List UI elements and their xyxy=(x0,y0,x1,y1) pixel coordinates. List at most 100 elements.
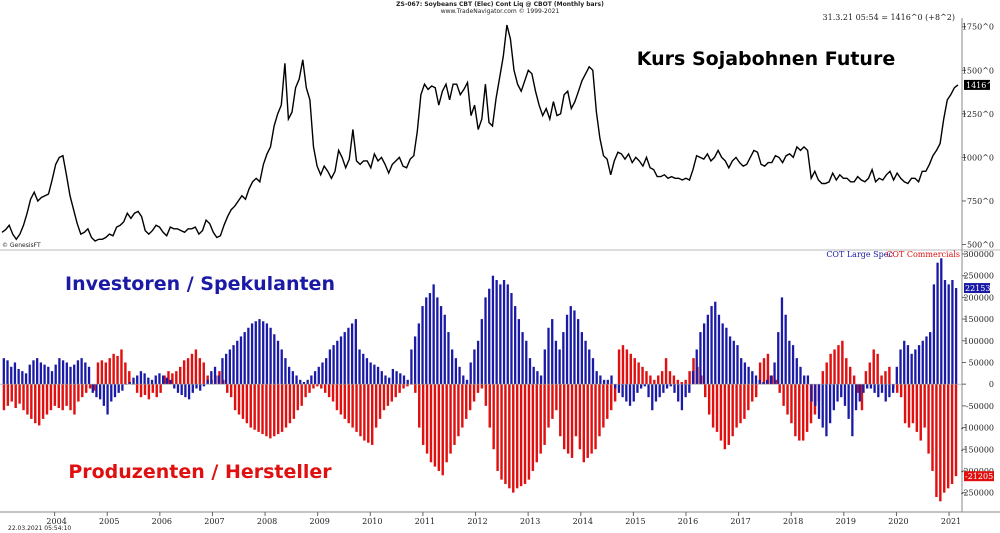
commercials-bar xyxy=(939,384,942,502)
price-chart-title: Kurs Sojabohnen Future xyxy=(637,48,895,70)
commercials-bar xyxy=(531,384,535,471)
commercials-bar xyxy=(2,384,6,411)
commercials-bar xyxy=(386,384,390,406)
cot-y-tick-label: 0 xyxy=(989,380,994,389)
commercials-bar xyxy=(124,362,127,385)
commercials-bar xyxy=(723,384,727,450)
commercials-bar xyxy=(519,384,523,487)
commercials-bar xyxy=(496,384,499,471)
commercials-bar xyxy=(680,382,683,385)
commercials-bar xyxy=(660,371,664,385)
large-spec-bar xyxy=(732,340,735,385)
large-spec-bar xyxy=(417,323,420,385)
large-spec-bar xyxy=(399,373,402,385)
commercials-bar xyxy=(437,384,441,471)
commercials-bar xyxy=(645,371,648,385)
commercials-bar xyxy=(194,349,198,385)
price-y-tick-label: 500^0 xyxy=(967,241,994,250)
commercials-bar xyxy=(233,384,237,411)
large-spec-bar xyxy=(773,362,776,385)
genesis-credit: © GenesisFT xyxy=(2,242,41,249)
large-spec-bar xyxy=(565,314,569,385)
commercials-bar xyxy=(96,362,100,385)
large-spec-bar xyxy=(502,280,506,385)
large-spec-bar xyxy=(287,366,291,385)
large-spec-bar xyxy=(547,327,550,385)
large-spec-bar xyxy=(391,368,395,385)
large-spec-bar xyxy=(180,384,183,396)
commercials-bar xyxy=(249,384,252,428)
large-spec-bar xyxy=(528,358,532,385)
commercials-bar xyxy=(18,384,21,404)
commercials-bar xyxy=(45,384,49,415)
large-spec-bar xyxy=(725,327,728,385)
large-spec-bar xyxy=(910,353,913,385)
commercials-bar xyxy=(598,384,601,437)
large-spec-bar xyxy=(899,349,902,385)
cot-y-tick-label: -150000 xyxy=(961,445,994,454)
large-spec-bar xyxy=(162,375,165,385)
commercials-bar xyxy=(758,362,762,385)
commercials-bar xyxy=(135,384,139,393)
commercials-bar xyxy=(872,349,875,385)
large-spec-bar xyxy=(577,319,580,385)
commercials-bar xyxy=(586,384,589,458)
legend-commercials: COT Commercials xyxy=(886,250,960,259)
large-spec-bar xyxy=(465,379,469,385)
large-spec-bar xyxy=(50,371,54,385)
commercials-bar xyxy=(617,349,621,385)
commercials-bar xyxy=(26,384,29,415)
large-spec-bar xyxy=(847,384,850,419)
large-spec-bar xyxy=(840,384,843,398)
commercials-bar xyxy=(633,358,636,385)
commercials-bar xyxy=(163,375,166,385)
commercials-bar xyxy=(237,384,241,415)
large-spec-bar xyxy=(388,377,391,385)
large-spec-bar xyxy=(6,360,9,385)
large-spec-bar xyxy=(669,384,672,387)
large-spec-bar xyxy=(54,364,57,385)
commercials-bar xyxy=(316,384,319,387)
commercials-bar xyxy=(433,384,437,467)
commercials-bar xyxy=(284,384,288,428)
commercials-bar xyxy=(288,384,292,424)
large-spec-bar xyxy=(402,375,406,385)
large-spec-bar xyxy=(903,340,906,385)
footer-timestamp: 22.03.2021 05:54:10 xyxy=(8,525,71,532)
commercials-bar xyxy=(715,384,719,432)
large-spec-bar xyxy=(554,340,558,385)
large-spec-bar xyxy=(595,371,598,385)
commercials-bar xyxy=(241,384,245,419)
commercials-bar xyxy=(762,358,766,385)
large-spec-bar xyxy=(791,345,795,385)
commercials-bar xyxy=(688,371,691,385)
large-spec-bar xyxy=(895,366,898,385)
large-spec-bar xyxy=(702,323,706,385)
commercials-bar xyxy=(809,384,813,424)
commercials-bar xyxy=(320,384,323,389)
commercials-bar xyxy=(374,384,378,428)
commercials-bar xyxy=(484,384,488,406)
large-spec-bar xyxy=(640,384,643,389)
cot-y-tick-label: 250000 xyxy=(963,272,994,281)
large-spec-bar xyxy=(128,382,131,385)
commercials-bar xyxy=(461,384,464,428)
large-spec-bar xyxy=(891,384,895,393)
commercials-bar xyxy=(273,384,276,437)
large-spec-bar xyxy=(451,349,454,385)
commercials-bar xyxy=(359,384,362,437)
commercials-bar xyxy=(327,384,331,398)
large-spec-bar xyxy=(710,306,713,385)
large-spec-bar xyxy=(413,336,417,385)
commercials-bar xyxy=(488,384,491,428)
commercials-bar xyxy=(943,384,946,493)
commercials-bar xyxy=(53,384,57,406)
commercials-bar xyxy=(390,384,394,402)
large-spec-bar xyxy=(95,384,98,398)
large-spec-bar xyxy=(187,384,191,400)
large-spec-bar xyxy=(532,366,535,385)
large-spec-bar xyxy=(573,310,576,385)
large-spec-bar xyxy=(36,358,39,385)
large-spec-bar xyxy=(132,377,135,385)
